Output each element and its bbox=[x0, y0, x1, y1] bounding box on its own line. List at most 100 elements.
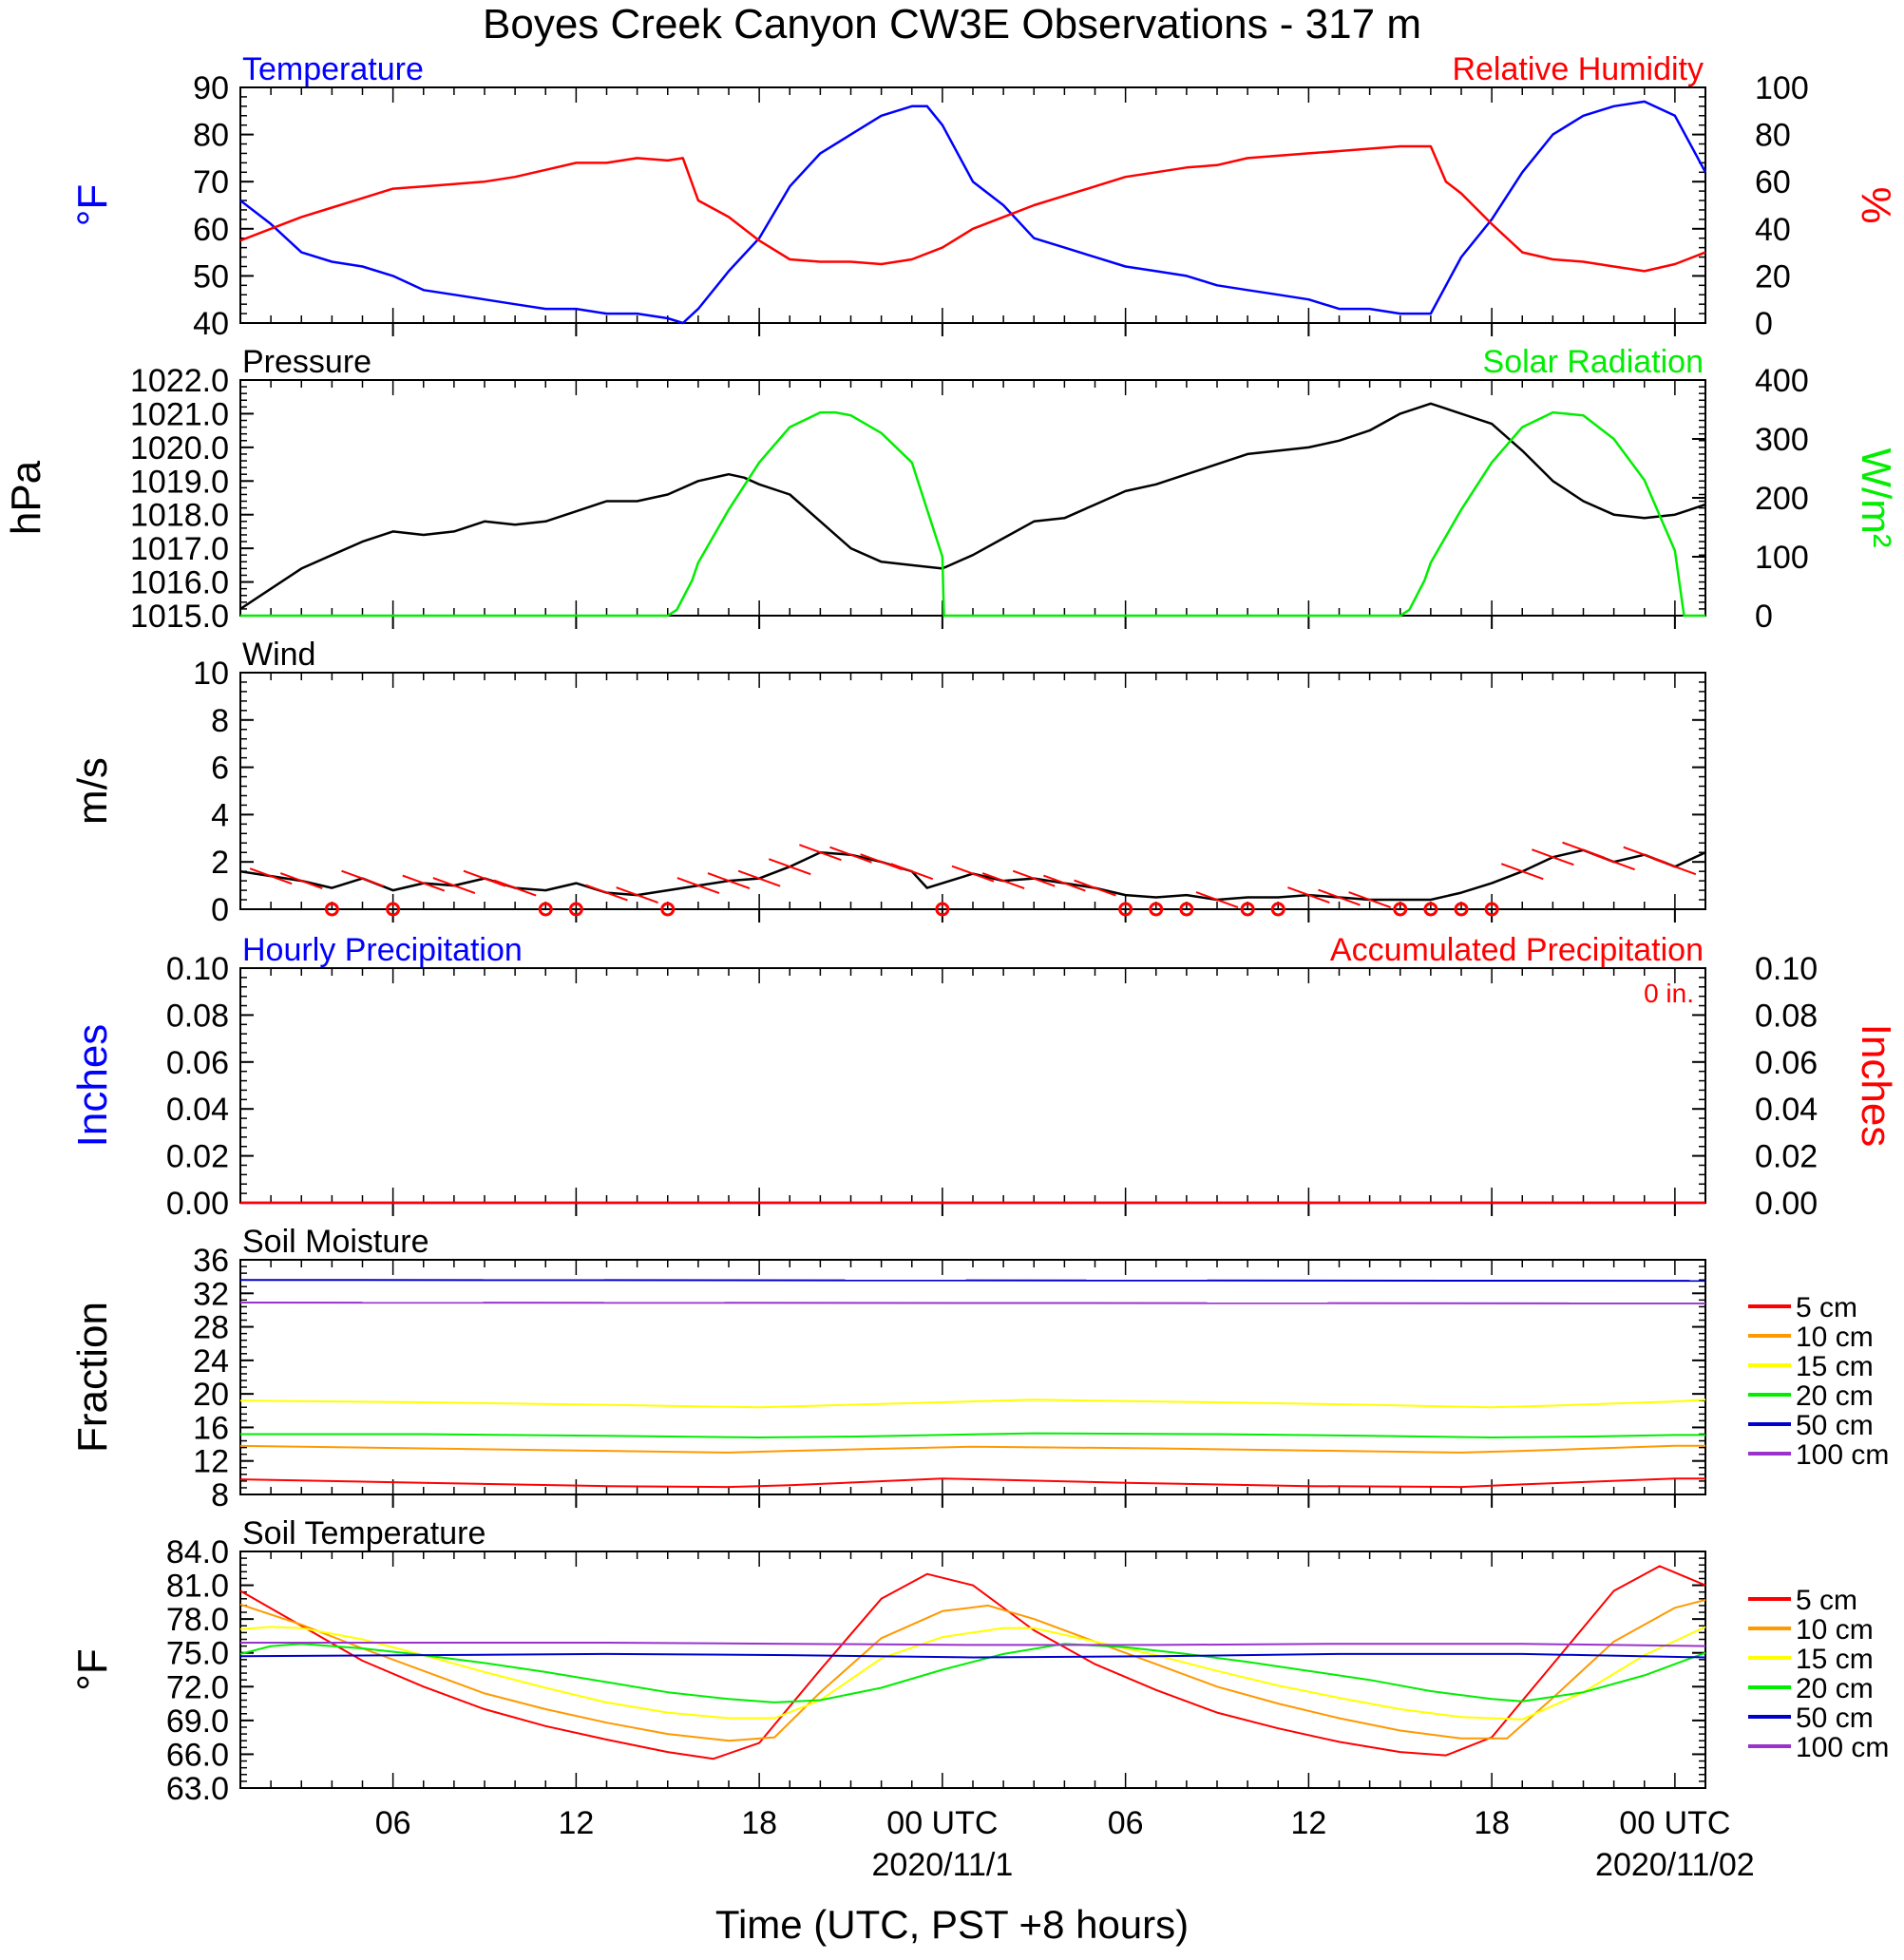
plot-frame bbox=[239, 86, 1706, 324]
wind-barb bbox=[1592, 853, 1635, 871]
y-tick-label-left: 84.0 bbox=[166, 1534, 229, 1570]
y-tick-label-right: 80 bbox=[1755, 118, 1791, 154]
wind-barb bbox=[1532, 848, 1574, 866]
series-line-5-cm bbox=[239, 1565, 1706, 1760]
calm-wind-marker bbox=[660, 902, 676, 917]
y-axis-label-left: m/s bbox=[69, 757, 116, 825]
y-tick-label-right: 0.04 bbox=[1755, 1092, 1818, 1128]
y-tick-label-left: 72.0 bbox=[166, 1669, 229, 1705]
y-tick-label-left: 0 bbox=[211, 892, 229, 928]
y-tick-label-left: 24 bbox=[193, 1343, 229, 1380]
y-tick-label-right: 0 bbox=[1755, 306, 1773, 342]
chart-title: Boyes Creek Canyon CW3E Observations - 3… bbox=[483, 1, 1421, 48]
y-tick-label-left: 69.0 bbox=[166, 1703, 229, 1740]
y-tick-label-left: 40 bbox=[193, 306, 229, 342]
y-axis-label-left: °F bbox=[69, 1648, 116, 1690]
y-tick-label-left: 50 bbox=[193, 258, 229, 295]
y-tick-label-right: 0.02 bbox=[1755, 1139, 1818, 1175]
x-date-label: 2020/11/02 bbox=[1595, 1847, 1755, 1883]
y-tick-label-left: 32 bbox=[193, 1276, 229, 1312]
y-tick-label-left: 66.0 bbox=[166, 1737, 229, 1773]
panel-title-hourly-precipitation: Hourly Precipitation bbox=[242, 932, 523, 968]
wind-barb bbox=[1500, 863, 1544, 881]
wind-barb bbox=[1318, 888, 1361, 906]
wind-barb bbox=[463, 869, 506, 887]
x-tick-label: 12 bbox=[558, 1805, 594, 1841]
y-tick-label-left: 75.0 bbox=[166, 1636, 229, 1672]
wind-barb bbox=[1074, 879, 1116, 897]
y-tick-label-right: 200 bbox=[1755, 481, 1809, 517]
wind-barb bbox=[1287, 886, 1330, 904]
y-tick-label-right: 0.06 bbox=[1755, 1045, 1818, 1081]
y-tick-label-left: 1018.0 bbox=[130, 498, 229, 534]
series-line-solar-radiation bbox=[240, 410, 1705, 618]
x-tick-label: 06 bbox=[1108, 1805, 1144, 1841]
wind-barb bbox=[890, 863, 934, 881]
legend-label-20-cm: 20 cm bbox=[1796, 1673, 1874, 1704]
wind-barb bbox=[829, 846, 872, 864]
y-tick-label-left: 1019.0 bbox=[130, 464, 229, 500]
series-line-temperature bbox=[239, 100, 1707, 325]
panel-title-solar-radiation: Solar Radiation bbox=[1483, 344, 1704, 380]
series-line-20-cm bbox=[239, 1643, 1706, 1703]
calm-wind-marker bbox=[1118, 902, 1133, 917]
y-tick-label-left: 0.02 bbox=[166, 1139, 229, 1175]
y-tick-label-left: 81.0 bbox=[166, 1569, 229, 1605]
y-tick-label-left: 70 bbox=[193, 164, 229, 200]
y-tick-label-right: 100 bbox=[1755, 70, 1809, 106]
wind-barb bbox=[1012, 869, 1056, 887]
series-line-10-cm bbox=[239, 1599, 1706, 1742]
y-tick-label-left: 0.00 bbox=[166, 1186, 229, 1222]
wind-barb bbox=[1043, 874, 1086, 892]
plot-frame bbox=[239, 1551, 1706, 1789]
calm-wind-marker bbox=[1423, 902, 1438, 917]
y-tick-label-right: 100 bbox=[1755, 540, 1809, 576]
y-tick-label-left: 1017.0 bbox=[130, 531, 229, 567]
y-tick-label-right: 40 bbox=[1755, 212, 1791, 248]
wind-barb bbox=[981, 872, 1025, 890]
y-tick-label-left: 1022.0 bbox=[130, 363, 229, 399]
y-tick-label-left: 16 bbox=[193, 1410, 229, 1446]
panel-wind: 0 2 4 6 8 10 Wind m/s bbox=[69, 637, 1706, 928]
y-axis-label-right: % bbox=[1853, 186, 1899, 223]
y-tick-label-left: 1015.0 bbox=[130, 599, 229, 635]
y-tick-label-right: 0.08 bbox=[1755, 998, 1818, 1034]
accum-note: 0 in. bbox=[1644, 979, 1694, 1008]
y-tick-label-left: 6 bbox=[211, 751, 229, 787]
wind-barb bbox=[432, 877, 476, 895]
panel-pressure-solar: 1015.01016.01017.01018.01019.01020.01021… bbox=[3, 344, 1899, 635]
calm-wind-marker bbox=[1454, 902, 1469, 917]
y-tick-label-left: 63.0 bbox=[166, 1771, 229, 1807]
y-tick-label-left: 0.08 bbox=[166, 998, 229, 1034]
y-axis-label-left: Fraction bbox=[69, 1302, 116, 1453]
series-line-15-cm bbox=[239, 1626, 1706, 1721]
wind-barb bbox=[1348, 891, 1391, 908]
panel-title-wind: Wind bbox=[242, 637, 315, 673]
wind-barb bbox=[799, 844, 842, 862]
calm-wind-marker bbox=[1484, 902, 1499, 917]
series-line-wind bbox=[239, 848, 1706, 902]
y-tick-label-left: 36 bbox=[193, 1243, 229, 1279]
legend-label-15-cm: 15 cm bbox=[1796, 1644, 1874, 1675]
x-tick-label: 18 bbox=[741, 1805, 777, 1841]
y-tick-label-left: 90 bbox=[193, 70, 229, 106]
y-axis-label-left: hPa bbox=[3, 460, 49, 535]
panel-temperature-humidity: 40 50 60 70 80 90 0 20 40 60 80 100 Temperature Relat… bbox=[69, 51, 1899, 342]
plot-frame bbox=[239, 1259, 1706, 1495]
wind-barb bbox=[951, 865, 995, 883]
wind-barb bbox=[1653, 858, 1697, 876]
legend-label-50-cm: 50 cm bbox=[1796, 1410, 1874, 1441]
x-tick-label: 00 UTC bbox=[886, 1805, 998, 1841]
y-tick-label-left: 20 bbox=[193, 1377, 229, 1413]
wind-barb bbox=[676, 877, 720, 895]
series-line-100-cm bbox=[240, 1642, 1706, 1647]
x-tick-label: 18 bbox=[1474, 1805, 1510, 1841]
legend-label-20-cm: 20 cm bbox=[1796, 1380, 1874, 1412]
calm-wind-marker bbox=[1270, 902, 1285, 917]
y-tick-label-left: 78.0 bbox=[166, 1602, 229, 1638]
wind-barb bbox=[1195, 891, 1239, 908]
panel-title-temperature: Temperature bbox=[242, 51, 424, 87]
series-line-10-cm bbox=[239, 1444, 1705, 1454]
